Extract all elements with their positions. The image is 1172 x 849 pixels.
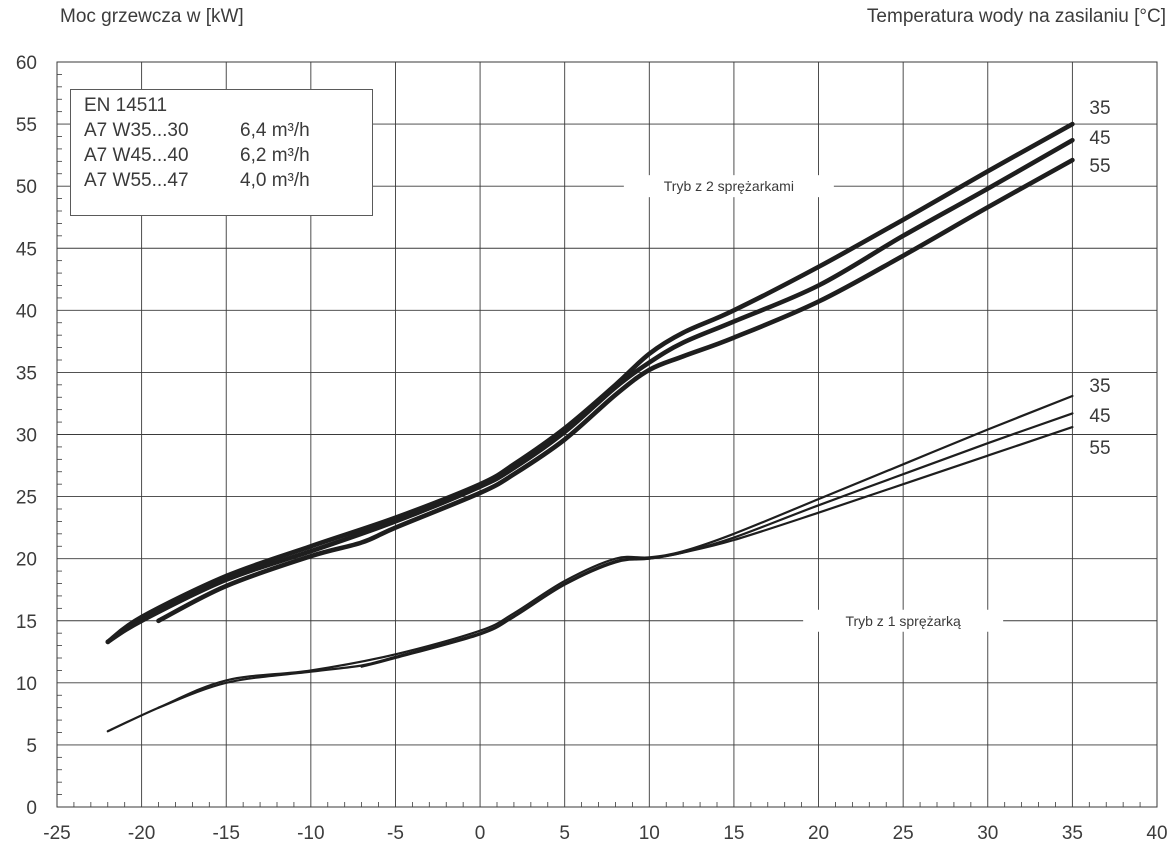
- info-box-row-label: A7 W55...47: [84, 170, 189, 191]
- x-tick-label: 25: [893, 823, 914, 844]
- x-tick-label: 10: [639, 823, 660, 844]
- info-box-row: A7 W35...30 6,4 m³/h: [84, 118, 372, 143]
- info-box: EN 14511 A7 W35...30 6,4 m³/h A7 W45...40…: [70, 89, 373, 216]
- series-line: [106, 394, 1074, 733]
- series-end-label: 45: [1089, 406, 1110, 427]
- series-line: [360, 426, 1074, 668]
- y-tick-label: 40: [16, 301, 37, 322]
- info-box-row-label: A7 W45...40: [84, 145, 189, 166]
- info-box-row: A7 W45...40 6,2 m³/h: [84, 143, 372, 168]
- info-box-row-value: 6,4 m³/h: [240, 120, 310, 141]
- x-tick-label: 20: [808, 823, 829, 844]
- series-group-label-bg: [803, 609, 1004, 632]
- series-line: [157, 412, 1074, 709]
- info-box-row-label: A7 W35...30: [84, 120, 189, 141]
- y-tick-label: 10: [16, 674, 37, 695]
- y-tick-label: 45: [16, 239, 37, 260]
- y-axis-title: Moc grzewcza w [kW]: [60, 6, 244, 27]
- x-tick-label: -5: [387, 823, 404, 844]
- info-box-title: EN 14511: [84, 95, 168, 116]
- x-tick-label: -20: [128, 823, 155, 844]
- y-tick-label: 60: [16, 53, 37, 74]
- y-tick-label: 50: [16, 177, 37, 198]
- series-end-label: 45: [1089, 128, 1110, 149]
- series-group-label: Tryb z 1 sprężarką: [845, 613, 961, 629]
- info-box-row-value: 4,0 m³/h: [240, 170, 310, 191]
- y-tick-label: 0: [26, 798, 37, 819]
- series-end-label: 55: [1089, 438, 1110, 459]
- series-end-label: 35: [1089, 376, 1110, 397]
- y-tick-label: 55: [16, 115, 37, 136]
- series-end-label: 55: [1089, 156, 1110, 177]
- y-tick-label: 5: [26, 736, 37, 757]
- x-tick-label: 40: [1146, 823, 1167, 844]
- plot-frame: [56, 61, 1158, 808]
- x-tick-label: 0: [475, 823, 486, 844]
- y-tick-label: 30: [16, 426, 37, 447]
- x-tick-label: -25: [43, 823, 70, 844]
- series-line: [105, 137, 1075, 645]
- info-box-row-value: 6,2 m³/h: [240, 145, 310, 166]
- x-tick-label: 35: [1062, 823, 1083, 844]
- legend-title: Temperatura wody na zasilaniu [°C]: [866, 6, 1166, 27]
- x-tick-label: 5: [559, 823, 570, 844]
- y-tick-label: 35: [16, 363, 37, 384]
- series-group-label: Tryb z 2 sprężarkami: [664, 178, 794, 194]
- series-group-label-bg: [623, 175, 834, 198]
- x-tick-label: -10: [297, 823, 324, 844]
- y-tick-label: 20: [16, 550, 37, 571]
- x-tick-label: 30: [977, 823, 998, 844]
- y-tick-label: 15: [16, 612, 37, 633]
- info-box-row: A7 W55...47 4,0 m³/h: [84, 168, 372, 193]
- x-tick-label: -15: [212, 823, 239, 844]
- series-line: [156, 157, 1075, 624]
- series-end-label: 35: [1089, 98, 1110, 119]
- y-tick-label: 25: [16, 488, 37, 509]
- x-tick-label: 15: [723, 823, 744, 844]
